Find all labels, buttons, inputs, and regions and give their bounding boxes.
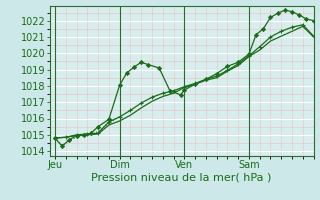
X-axis label: Pression niveau de la mer( hPa ): Pression niveau de la mer( hPa ) xyxy=(92,173,272,183)
